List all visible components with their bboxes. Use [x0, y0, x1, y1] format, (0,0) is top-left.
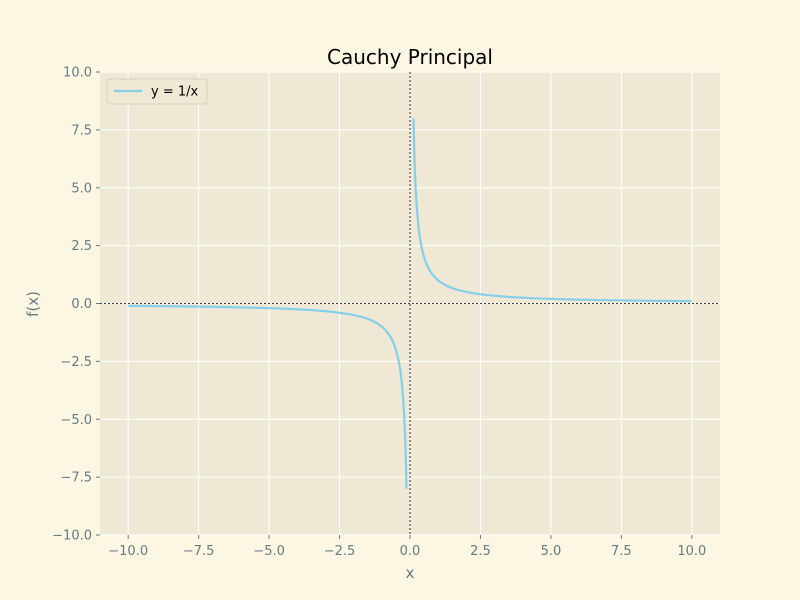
- x-axis-label: x: [406, 564, 415, 582]
- legend-box: [106, 78, 208, 105]
- y-tick-label: −2.5: [60, 355, 92, 370]
- y-tick-label: 0.0: [71, 297, 92, 312]
- x-axis-ticks: −10.0 −7.5 −5.0 −2.5 0.0 2.5 5.0 7.5 10.0: [108, 535, 706, 559]
- x-tick-label: 7.5: [611, 544, 632, 559]
- series-layer: [127, 118, 693, 489]
- x-tick-label: −7.5: [183, 544, 215, 559]
- chart-title: Cauchy Principal: [327, 45, 493, 69]
- y-tick-label: 10.0: [63, 66, 92, 81]
- y-axis-label: f(x): [24, 291, 42, 317]
- series-line: [127, 304, 408, 489]
- reference-lines: [100, 72, 720, 535]
- y-tick-label: −5.0: [60, 413, 92, 428]
- y-axis-ticks: −10.0 −7.5 −5.0 −2.5 0.0 2.5 5.0 7.5 10.0: [52, 66, 100, 544]
- y-tick-label: −7.5: [60, 471, 92, 486]
- series-line: [412, 118, 693, 303]
- x-tick-label: −10.0: [108, 544, 148, 559]
- y-tick-label: 7.5: [71, 123, 92, 138]
- y-tick-label: 2.5: [71, 239, 92, 254]
- x-tick-label: −2.5: [324, 544, 356, 559]
- legend: y = 1/x: [106, 78, 208, 105]
- y-tick-label: 5.0: [71, 181, 92, 196]
- x-tick-label: 5.0: [541, 544, 562, 559]
- x-tick-label: 10.0: [677, 544, 706, 559]
- y-tick-label: −10.0: [52, 529, 92, 544]
- x-tick-label: −5.0: [253, 544, 285, 559]
- legend-label: y = 1/x: [151, 85, 199, 100]
- x-tick-label: 2.5: [470, 544, 491, 559]
- x-tick-label: 0.0: [400, 544, 421, 559]
